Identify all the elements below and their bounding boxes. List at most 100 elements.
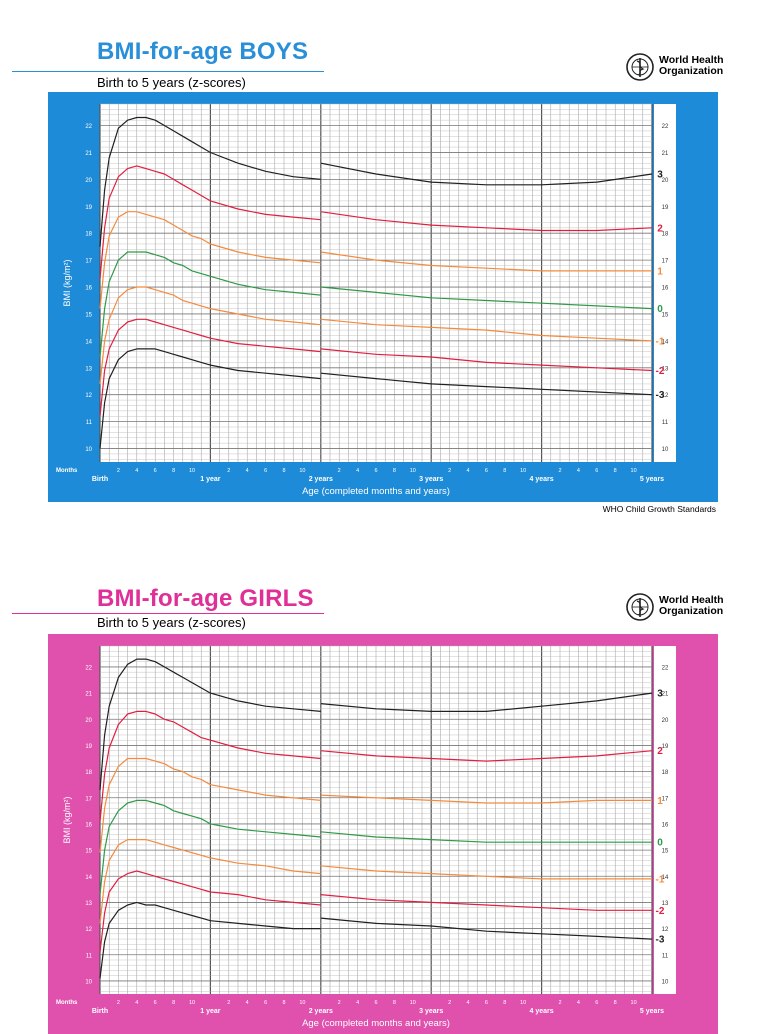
x-month-tick: 10 — [410, 468, 416, 474]
x-month-tick: 8 — [503, 1000, 506, 1006]
x-year-label: 4 years — [530, 476, 554, 483]
series-line-2-after-2y — [320, 211, 653, 232]
boys-section: BMI-for-age BOYS Birth to 5 years (z-sco… — [12, 38, 724, 514]
y-tick-label: 22 — [85, 124, 92, 130]
x-month-tick: 6 — [154, 1000, 157, 1006]
who-name: World Health Organization — [659, 54, 724, 77]
z-score-label: 2 — [657, 746, 663, 757]
x-month-tick: 10 — [410, 1000, 416, 1006]
series-line--1-after-2y — [320, 865, 652, 880]
series-line-2 — [99, 165, 321, 280]
x-month-tick: 10 — [520, 1000, 526, 1006]
y-tick-label: 13 — [85, 366, 92, 372]
x-month-tick: 8 — [282, 468, 285, 474]
x-month-tick: 6 — [154, 468, 157, 474]
x-month-tick: 4 — [466, 468, 469, 474]
x-month-tick: 10 — [189, 468, 195, 474]
x-month-tick: 4 — [577, 468, 580, 474]
series-line-0-after-2y — [320, 286, 653, 310]
x-month-tick: 2 — [117, 1000, 120, 1006]
x-month-tick: 6 — [374, 1000, 377, 1006]
x-month-tick: 2 — [227, 468, 230, 474]
y-tick-label-right: 11 — [662, 420, 669, 426]
series-line--3 — [99, 901, 321, 979]
z-score-label: 0 — [657, 838, 663, 849]
series-line-1 — [99, 211, 321, 309]
chart-panel: 10 10 11 11 12 12 13 13 14 14 15 15 16 16 17 17 18 18 19 19… — [48, 634, 718, 1034]
y-tick-label-right: 21 — [662, 151, 669, 157]
y-tick-label: 19 — [85, 205, 92, 211]
z-score-label: 3 — [657, 169, 663, 180]
y-tick-label-right: 11 — [662, 953, 669, 959]
x-year-label: 1 year — [200, 1008, 221, 1015]
y-tick-label-right: 22 — [662, 124, 669, 130]
y-tick-label-right: 12 — [662, 927, 669, 933]
y-tick-label: 21 — [85, 151, 92, 157]
x-month-tick: 2 — [448, 468, 451, 474]
title-rule — [12, 71, 324, 72]
who-emblem-icon — [626, 53, 654, 81]
x-month-tick: 10 — [631, 468, 637, 474]
x-month-tick: 2 — [117, 468, 120, 474]
series-line-3 — [99, 658, 321, 790]
x-month-tick: 4 — [246, 1000, 249, 1006]
y-tick-label: 10 — [85, 979, 92, 985]
z-score-label: -3 — [656, 390, 665, 401]
series-line-0-after-2y — [320, 831, 652, 843]
series-line-1-after-2y — [320, 251, 652, 272]
y-tick-label-right: 18 — [662, 232, 669, 238]
y-tick-label-right: 15 — [662, 312, 669, 318]
x-year-label: 2 years — [309, 476, 333, 483]
y-tick-label: 14 — [85, 339, 92, 345]
x-month-tick: 4 — [577, 1000, 580, 1006]
y-tick-label: 16 — [85, 822, 92, 828]
series-line-1 — [99, 757, 321, 853]
y-tick-label: 15 — [85, 312, 92, 318]
y-tick-label: 22 — [85, 665, 92, 671]
z-score-label: -3 — [656, 935, 665, 946]
y-tick-label: 18 — [85, 232, 92, 238]
y-tick-label: 17 — [85, 259, 92, 265]
series-line-3 — [99, 116, 321, 247]
chart-subtitle: Birth to 5 years (z-scores) — [97, 615, 246, 630]
x-month-tick: 4 — [466, 1000, 469, 1006]
x-month-tick: 8 — [393, 1000, 396, 1006]
z-score-label: -1 — [656, 336, 665, 347]
who-logo: World Health Organization — [625, 592, 765, 622]
x-month-tick: 4 — [246, 468, 249, 474]
y-tick-label-right: 22 — [662, 665, 669, 671]
x-axis-label: Age (completed months and years) — [302, 486, 450, 497]
who-emblem-icon — [626, 593, 654, 621]
x-month-tick: 4 — [135, 468, 138, 474]
x-month-tick: 6 — [595, 1000, 598, 1006]
girls-section: BMI-for-age GIRLS Birth to 5 years (z-sc… — [0, 540, 768, 1034]
z-score-label: 1 — [657, 266, 663, 277]
x-year-label: 5 years — [640, 1008, 664, 1015]
x-month-tick: 10 — [299, 468, 305, 474]
z-score-label: 3 — [657, 689, 663, 700]
who-name: World Health Organization — [659, 594, 724, 617]
x-month-tick: 6 — [264, 468, 267, 474]
y-tick-label: 19 — [85, 744, 92, 750]
y-tick-label-right: 14 — [662, 339, 669, 345]
y-tick-label: 10 — [85, 447, 92, 453]
y-tick-label-right: 13 — [662, 366, 669, 372]
z-score-label: -1 — [656, 874, 665, 885]
chart-title: BMI-for-age BOYS — [97, 38, 309, 65]
x-month-tick: 8 — [614, 468, 617, 474]
x-month-tick: 6 — [374, 468, 377, 474]
y-tick-label-right: 10 — [662, 447, 669, 453]
y-tick-label: 14 — [85, 875, 92, 881]
title-rule — [12, 613, 324, 614]
x-month-tick: 8 — [393, 468, 396, 474]
y-tick-label: 11 — [86, 953, 93, 959]
series-line-3-after-2y — [320, 162, 653, 186]
x-year-label: 1 year — [200, 476, 221, 483]
y-tick-label-right: 21 — [662, 692, 669, 698]
x-year-label: 3 years — [419, 476, 443, 483]
y-tick-label-right: 10 — [662, 979, 669, 985]
x-month-tick: 8 — [172, 468, 175, 474]
y-tick-label-right: 13 — [662, 901, 669, 907]
